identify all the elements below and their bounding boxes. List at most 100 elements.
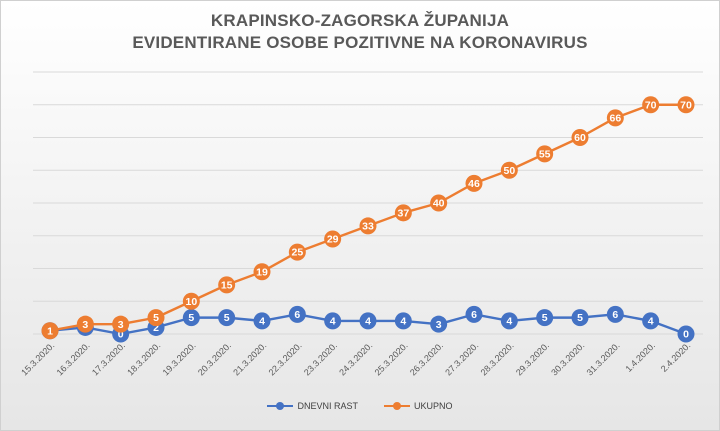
data-label: 5 <box>542 312 548 324</box>
legend-label-ukupno: UKUPNO <box>414 401 453 411</box>
chart-title: KRAPINSKO-ZAGORSKA ŽUPANIJA EVIDENTIRANE… <box>0 10 720 54</box>
data-label: 3 <box>436 319 442 331</box>
data-point <box>218 276 236 294</box>
data-point <box>394 204 412 222</box>
series-dnevni-rast: 1202554644436455640 <box>41 305 695 343</box>
data-label: 55 <box>539 148 551 160</box>
data-label: 66 <box>609 112 621 124</box>
data-point <box>465 174 483 192</box>
x-tick-label: 16.3.2020. <box>55 340 92 377</box>
x-tick-label: 21.3.2020. <box>231 340 268 377</box>
legend-item-ukupno: UKUPNO <box>384 401 453 411</box>
data-label: 19 <box>256 266 268 278</box>
legend-swatch-ukupno <box>384 401 410 411</box>
data-point <box>430 315 448 333</box>
data-label: 50 <box>503 165 515 177</box>
data-point <box>41 322 59 340</box>
legend-item-dnevni-rast: DNEVNI RAST <box>267 401 358 411</box>
data-label: 40 <box>433 198 445 210</box>
data-label: 33 <box>362 221 374 233</box>
chart-title-line-2: EVIDENTIRANE OSOBE POZITIVNE NA KORONAVI… <box>132 33 588 52</box>
data-label: 6 <box>294 309 300 321</box>
x-tick-label: 20.3.2020. <box>196 340 233 377</box>
data-label: 6 <box>471 309 477 321</box>
x-tick-label: 26.3.2020. <box>408 340 445 377</box>
data-point <box>642 312 660 330</box>
data-label: 70 <box>680 99 692 111</box>
legend-swatch-dnevni-rast <box>267 401 294 411</box>
x-tick-label: 18.3.2020. <box>125 340 162 377</box>
data-point <box>677 96 695 114</box>
data-point <box>606 305 624 323</box>
x-tick-label: 23.3.2020. <box>302 340 339 377</box>
data-point <box>500 161 518 179</box>
data-point <box>642 96 660 114</box>
x-tick-labels: 15.3.2020.16.3.2020.17.3.2020.18.3.2020.… <box>19 340 692 377</box>
data-label: 29 <box>327 234 339 246</box>
x-tick-label: 19.3.2020. <box>161 340 198 377</box>
data-label: 0 <box>683 329 689 341</box>
data-label: 0 <box>118 329 124 341</box>
data-point <box>147 309 165 327</box>
data-label: 2 <box>153 322 159 334</box>
x-tick-label: 25.3.2020. <box>373 340 410 377</box>
x-tick-label: 24.3.2020. <box>337 340 374 377</box>
data-label: 5 <box>188 312 194 324</box>
data-point <box>536 145 554 163</box>
data-label: 4 <box>259 316 265 328</box>
data-point <box>182 292 200 310</box>
data-point <box>324 230 342 248</box>
legend-label-dnevni-rast: DNEVNI RAST <box>297 401 358 411</box>
gridlines <box>33 71 703 335</box>
data-label: 1 <box>47 325 53 337</box>
data-label: 4 <box>648 316 654 328</box>
x-tick-label: 17.3.2020. <box>90 340 127 377</box>
data-label: 37 <box>397 207 409 219</box>
x-tick-label: 22.3.2020. <box>267 340 304 377</box>
data-label: 3 <box>118 319 124 331</box>
data-label: 5 <box>153 312 159 324</box>
data-label: 70 <box>645 99 657 111</box>
legend: DNEVNI RAST UKUPNO <box>0 401 720 411</box>
data-point <box>500 312 518 330</box>
data-point <box>677 325 695 343</box>
x-tick-label: 2.4.2020. <box>659 340 693 374</box>
data-label: 60 <box>574 132 586 144</box>
data-label: 5 <box>577 312 583 324</box>
data-point <box>465 305 483 323</box>
data-point <box>112 315 130 333</box>
data-label: 4 <box>506 316 512 328</box>
data-label: 5 <box>224 312 230 324</box>
x-tick-label: 31.3.2020. <box>585 340 622 377</box>
data-point <box>253 263 271 281</box>
data-label: 4 <box>330 316 336 328</box>
x-tick-label: 27.3.2020. <box>443 340 480 377</box>
data-point <box>606 109 624 127</box>
data-point <box>359 217 377 235</box>
data-point <box>182 309 200 327</box>
data-label: 4 <box>400 316 406 328</box>
data-point <box>288 243 306 261</box>
data-label: 6 <box>612 309 618 321</box>
data-point <box>571 309 589 327</box>
x-tick-label: 1.4.2020. <box>623 340 657 374</box>
data-point <box>288 305 306 323</box>
x-tick-label: 30.3.2020. <box>549 340 586 377</box>
data-point <box>324 312 342 330</box>
x-tick-label: 29.3.2020. <box>514 340 551 377</box>
data-label: 46 <box>468 178 480 190</box>
x-tick-label: 15.3.2020. <box>19 340 56 377</box>
data-label: 15 <box>221 279 233 291</box>
data-point <box>394 312 412 330</box>
data-label: 25 <box>291 247 303 259</box>
data-point <box>359 312 377 330</box>
data-label: 3 <box>82 319 88 331</box>
data-point <box>571 129 589 146</box>
data-label: 4 <box>365 316 371 328</box>
data-point <box>253 312 271 330</box>
x-tick-label: 28.3.2020. <box>479 340 516 377</box>
data-label: 10 <box>185 296 197 308</box>
data-point <box>218 309 236 327</box>
